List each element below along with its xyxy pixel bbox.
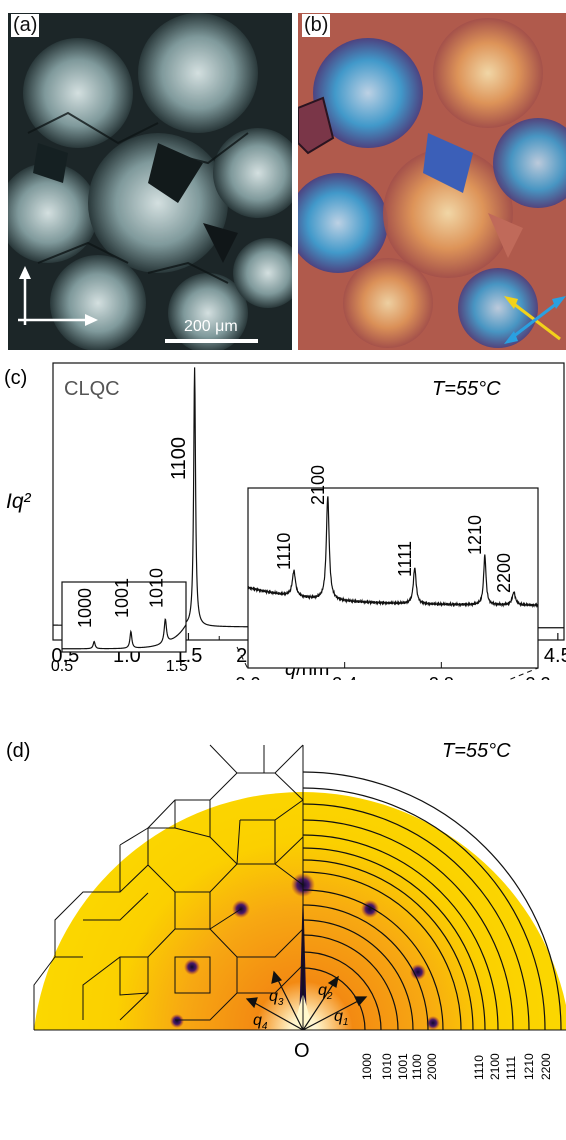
temperature-label-c: T=55°C bbox=[432, 378, 501, 400]
ring-label: 2000 bbox=[425, 1053, 439, 1080]
right-inset-series-line bbox=[247, 496, 539, 609]
inset-tick-label: 2.8 bbox=[429, 674, 454, 680]
ring-label: 1110 bbox=[472, 1055, 486, 1080]
inset-tick-label: 2.4 bbox=[332, 674, 357, 680]
ring-label: 1001 bbox=[396, 1053, 410, 1080]
reflection-ring bbox=[302, 819, 514, 1031]
main-peak-label: 1100 bbox=[168, 437, 190, 480]
ring-label: 2100 bbox=[488, 1053, 502, 1080]
origin-label: O bbox=[294, 1040, 310, 1062]
reflection-ring bbox=[302, 904, 429, 1031]
panel-d-label: (d) bbox=[6, 740, 30, 762]
reflection-ring bbox=[302, 951, 382, 1031]
panel-c-label: (c) bbox=[4, 367, 27, 389]
wavevector-arrows bbox=[245, 970, 368, 1031]
ring-label: 1010 bbox=[380, 1053, 394, 1080]
reflection-ring bbox=[302, 871, 462, 1031]
panel-b-label: (b) bbox=[302, 14, 331, 37]
polarizer-arrows-icon bbox=[504, 296, 566, 344]
saxs-plot: (c) CLQC T=55°C Iq² 1100 0.51.01.52.02.5… bbox=[4, 362, 566, 680]
sample-label: CLQC bbox=[64, 378, 120, 400]
panel-a-label: (a) bbox=[11, 14, 40, 37]
polarizer-cross-icon bbox=[18, 266, 98, 326]
reflection-ring bbox=[302, 889, 444, 1031]
scale-bar bbox=[165, 339, 258, 343]
temperature-label-d: T=55°C bbox=[442, 740, 511, 762]
diffraction-background bbox=[34, 792, 566, 1030]
left-inset: 1000 1001 1010 0.5 1.5 bbox=[51, 568, 188, 675]
ring-label: 1111 bbox=[504, 1056, 518, 1080]
inset-tick-label: 1.5 bbox=[166, 658, 188, 675]
ring-label: 1000 bbox=[360, 1053, 374, 1080]
reflection-ring bbox=[302, 771, 562, 1031]
peak-label: 1110 bbox=[274, 533, 294, 570]
inset-tick-label: 2.0 bbox=[235, 674, 260, 680]
reflection-ring bbox=[302, 967, 366, 1031]
scale-bar-label: 200 μm bbox=[184, 318, 238, 335]
right-inset: 1110 2100 1111 1210 2200 2.0 2.4 2.8 3.2 bbox=[235, 465, 550, 680]
reflection-ring bbox=[302, 919, 414, 1031]
peak-label: 1000 bbox=[75, 588, 95, 628]
micrograph-a: 200 μm bbox=[8, 13, 292, 350]
left-inset-series-line bbox=[62, 618, 187, 650]
quasicrystal-tiling bbox=[33, 744, 304, 1030]
reflection-ring bbox=[302, 847, 486, 1031]
inset-tick-label: 3.2 bbox=[525, 674, 550, 680]
peak-label: 1001 bbox=[112, 578, 132, 618]
peak-label: 2200 bbox=[494, 553, 514, 593]
reflection-ring bbox=[302, 834, 499, 1031]
peak-label: 1010 bbox=[146, 568, 166, 608]
reflection-ring bbox=[302, 803, 530, 1031]
reflection-ring bbox=[302, 859, 474, 1031]
reflection-ring bbox=[302, 787, 546, 1031]
micrograph-b bbox=[298, 13, 566, 350]
ring-label: 2200 bbox=[539, 1053, 553, 1080]
diffraction-pattern: (d) T=55°C bbox=[6, 740, 566, 1080]
ring-label: 1210 bbox=[522, 1053, 536, 1080]
x-tick-label: 4.5 bbox=[544, 645, 566, 667]
reflection-rings bbox=[302, 771, 562, 1031]
ring-label: 1100 bbox=[410, 1054, 424, 1080]
micrograph-b-image bbox=[298, 13, 566, 350]
ring-labels: 1000 1010 1001 1100 2000 1110 2100 1111 1210 2200 bbox=[360, 1053, 553, 1080]
peak-label: 1111 bbox=[395, 541, 415, 577]
reflection-ring bbox=[302, 934, 399, 1031]
peak-label: 2100 bbox=[308, 465, 328, 505]
peak-label: 1210 bbox=[465, 515, 485, 555]
inset-tick-label: 0.5 bbox=[51, 658, 73, 675]
micrograph-a-image: 200 μm bbox=[8, 13, 292, 350]
y-axis-label: Iq² bbox=[6, 490, 32, 513]
